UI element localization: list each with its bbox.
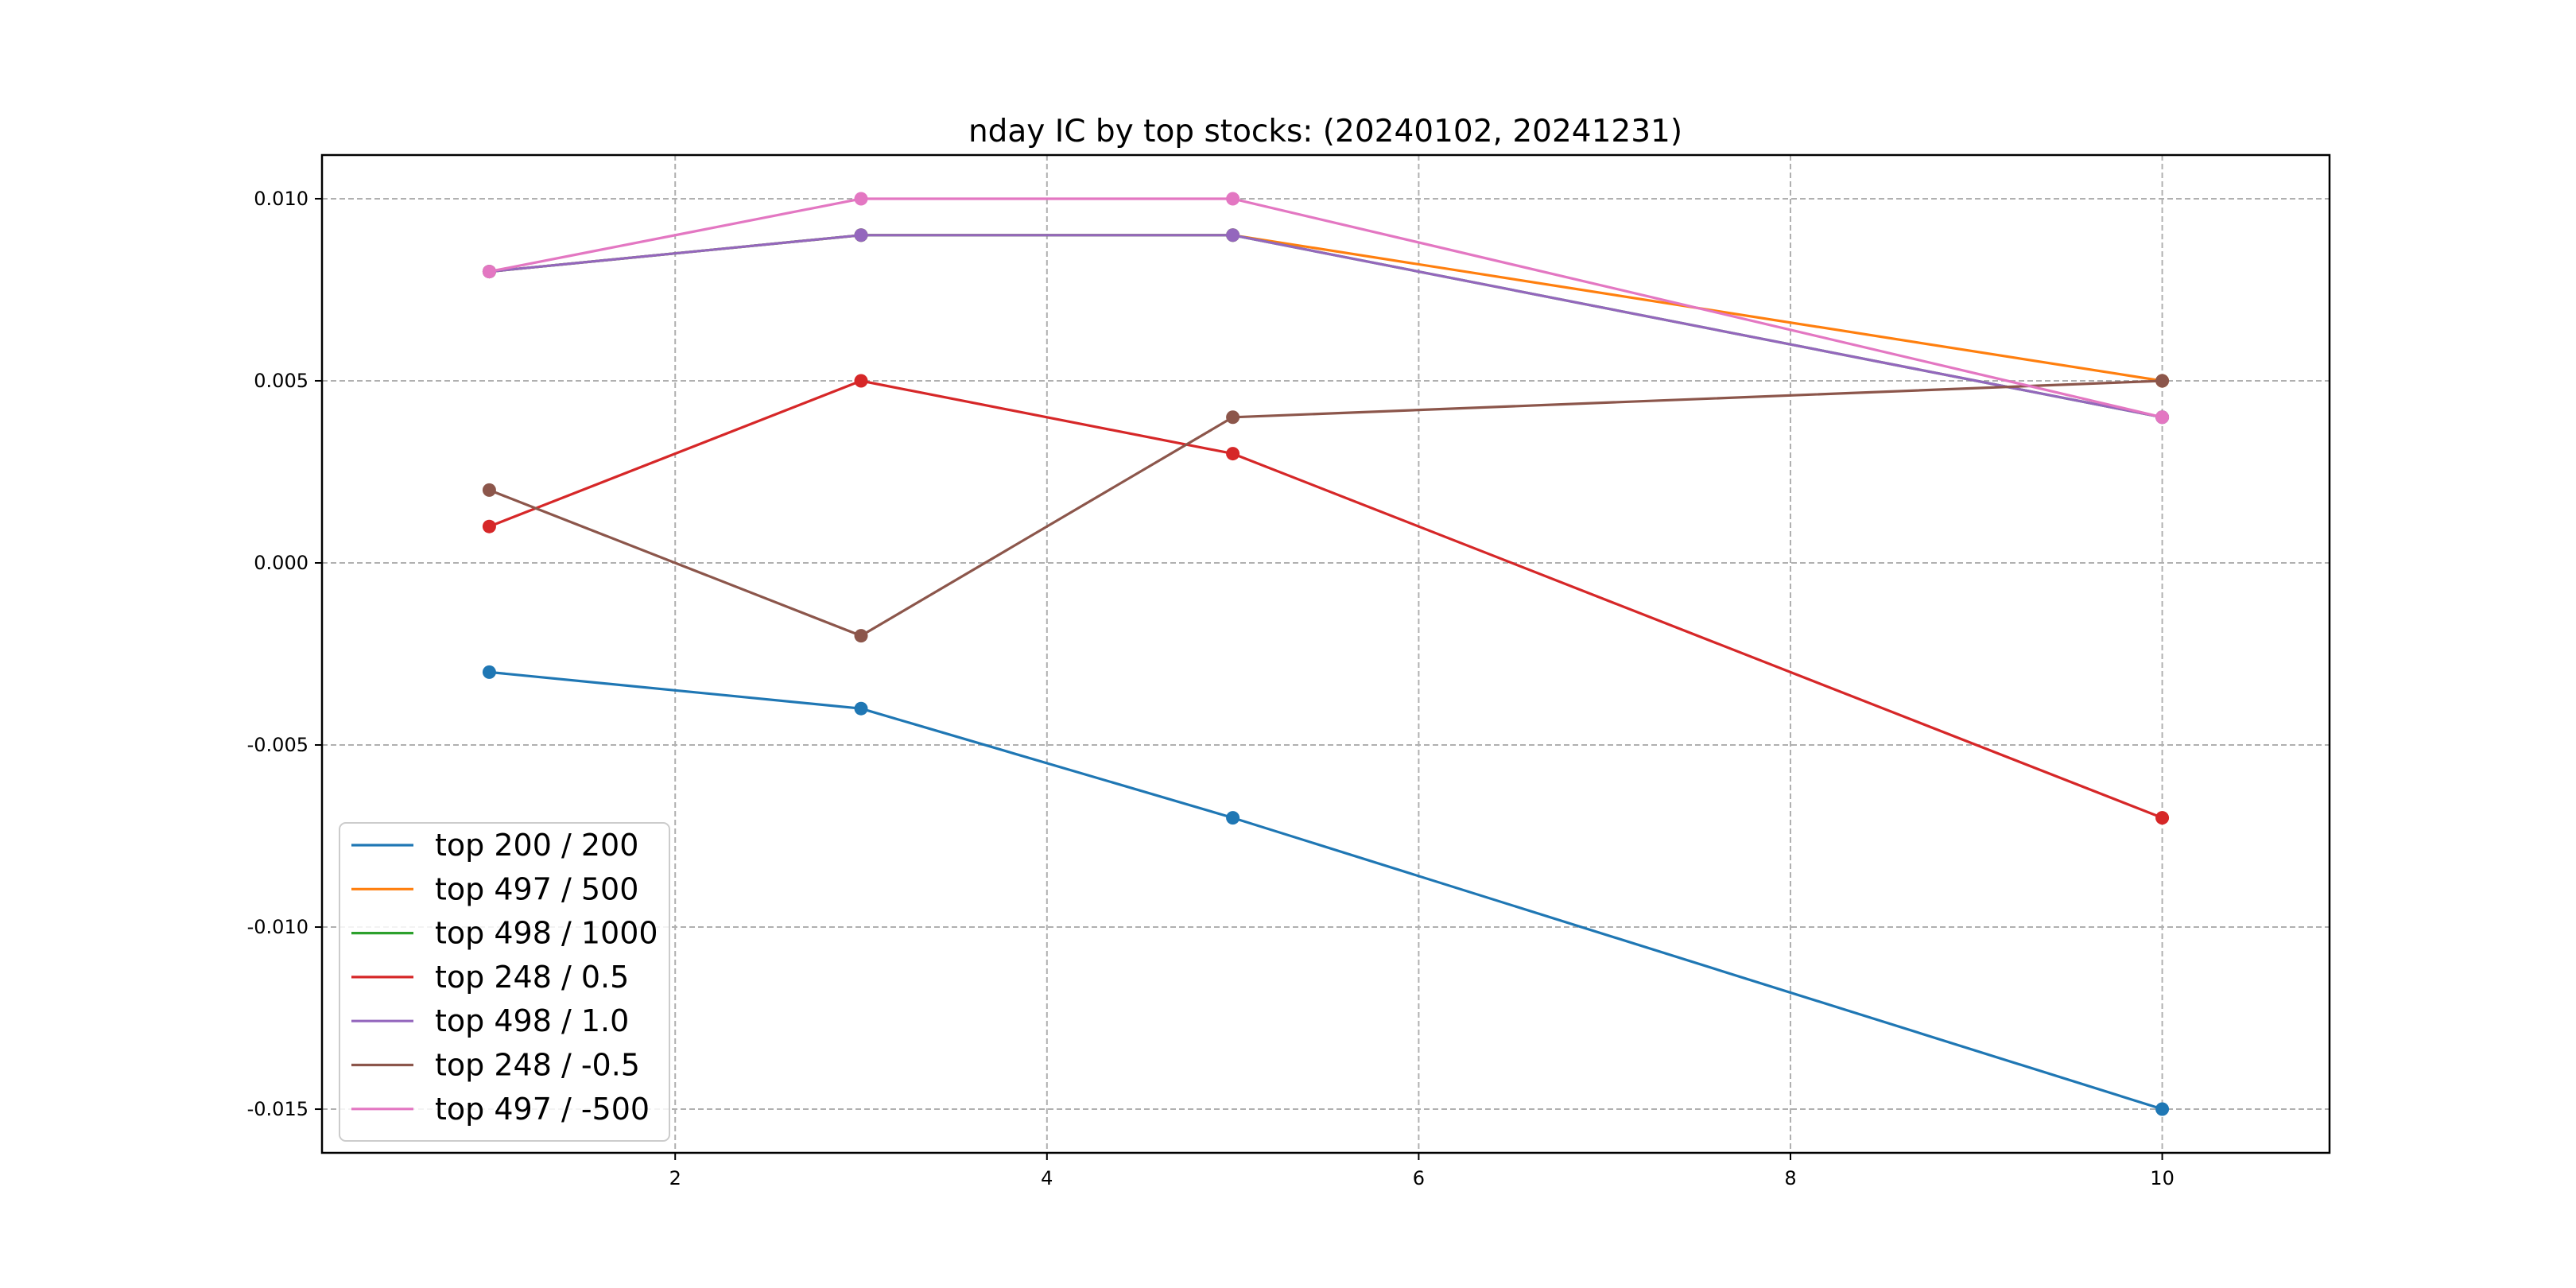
data-point <box>854 701 868 716</box>
series-1 <box>482 665 2170 1116</box>
series-line <box>489 197 2163 419</box>
series-line <box>489 670 2163 1111</box>
data-point <box>1226 447 1240 461</box>
series-line <box>489 234 2163 419</box>
x-tick-label: 10 <box>2150 1167 2174 1189</box>
plot-frame <box>320 153 2331 1154</box>
y-axis: -0.015 -0.010 -0.005 0.000 0.005 0.010 <box>247 188 322 1120</box>
y-tick-label: -0.015 <box>247 1098 308 1120</box>
legend-box <box>339 822 670 1142</box>
data-point <box>482 665 496 679</box>
legend-item: top 497 / 500 <box>351 871 638 906</box>
data-point <box>482 519 496 533</box>
series-line <box>488 379 2163 638</box>
data-point <box>854 629 868 643</box>
series-4 <box>482 374 2170 825</box>
series-layer <box>482 192 2170 1116</box>
legend-item: top 248 / 0.5 <box>351 960 629 995</box>
series-7 <box>482 192 2170 425</box>
legend-item: top 498 / 1.0 <box>351 1003 629 1038</box>
data-point <box>482 483 496 497</box>
data-point <box>2155 374 2170 388</box>
legend-label: top 248 / -0.5 <box>435 1048 640 1083</box>
y-tick-label: 0.005 <box>254 370 308 392</box>
legend-label: top 497 / -500 <box>435 1092 650 1127</box>
series-6 <box>482 374 2170 643</box>
data-point <box>1226 228 1240 242</box>
data-point <box>1226 410 1240 425</box>
y-tick-label: 0.010 <box>254 188 308 210</box>
chart-title: nday IC by top stocks: (20240102, 202412… <box>968 114 1682 149</box>
x-tick-label: 6 <box>1413 1167 1425 1189</box>
legend-label: top 497 / 500 <box>435 871 638 906</box>
legend-item: top 498 / 1000 <box>351 916 658 951</box>
data-point <box>2155 1102 2170 1116</box>
x-tick-label: 4 <box>1041 1167 1053 1189</box>
data-point <box>2155 811 2170 825</box>
series-line <box>488 379 2163 820</box>
legend-item: top 497 / -500 <box>351 1092 650 1127</box>
x-axis: 2 4 6 8 10 <box>669 1153 2174 1189</box>
data-point <box>854 374 868 388</box>
data-point <box>2155 410 2170 425</box>
data-point <box>1226 811 1240 825</box>
data-point <box>482 265 496 279</box>
y-tick-label: -0.010 <box>247 916 308 938</box>
data-point <box>854 192 868 206</box>
legend-item: top 200 / 200 <box>351 828 638 863</box>
legend-item: top 248 / -0.5 <box>351 1048 640 1083</box>
data-point <box>854 228 868 242</box>
x-tick-label: 2 <box>669 1167 681 1189</box>
legend-label: top 248 / 0.5 <box>435 960 629 995</box>
legend-label: top 200 / 200 <box>435 828 638 863</box>
y-tick-label: -0.005 <box>247 734 308 756</box>
data-point <box>1226 192 1240 206</box>
x-tick-label: 8 <box>1784 1167 1796 1189</box>
legend: top 200 / 200 top 497 / 500 top 498 / 1000… <box>339 822 670 1142</box>
legend-label: top 498 / 1.0 <box>435 1003 629 1038</box>
legend-label: top 498 / 1000 <box>435 916 658 951</box>
y-tick-label: 0.000 <box>254 552 308 574</box>
